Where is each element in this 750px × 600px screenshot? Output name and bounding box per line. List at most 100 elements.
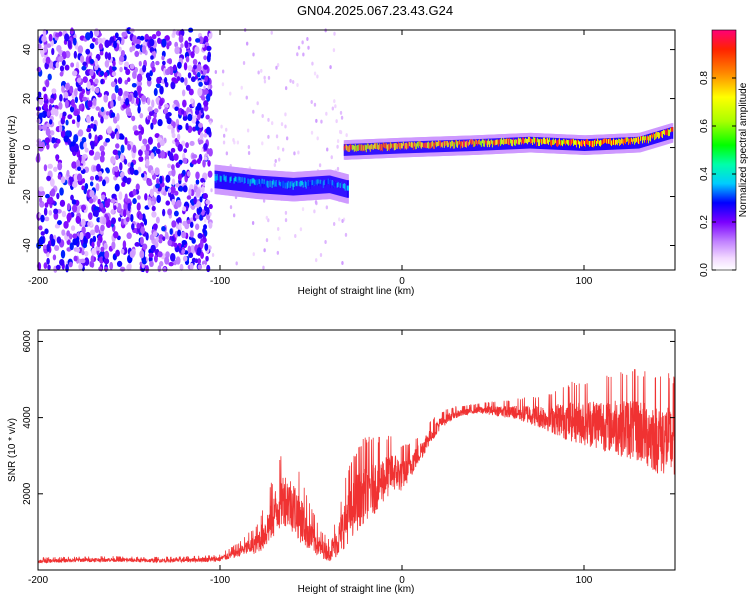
spectrogram-cell [284, 86, 288, 91]
spectrogram-cell [43, 207, 48, 216]
spectrogram-cell [104, 250, 110, 259]
spectrogram-cell [335, 119, 338, 124]
spectrogram-cell [313, 102, 317, 107]
spectrogram-cell [189, 262, 194, 270]
spectrogram-cell [115, 249, 120, 257]
spectrogram-cell [101, 179, 106, 187]
spectrogram-cell [137, 87, 141, 97]
spectrogram-cell [174, 46, 180, 55]
spectrogram-cell [247, 150, 251, 155]
spectrogram-cell [175, 218, 181, 223]
spectrogram-cell [63, 220, 69, 229]
spectrogram-cell [81, 226, 86, 235]
spectrogram-cell [345, 133, 348, 138]
spectrogram-cell [201, 148, 204, 153]
spectrogram-cell [281, 147, 285, 152]
spectrogram-cell [73, 255, 78, 262]
spectrogram-cell [139, 113, 144, 119]
spectrogram-cell [94, 58, 98, 67]
spectrogram-cell [117, 95, 122, 101]
spectrogram-cell [189, 221, 194, 228]
spectrogram-cell [124, 61, 130, 68]
spectrogram-cell [41, 35, 47, 43]
spectrogram-cell [194, 109, 200, 116]
spectrogram-cell [137, 166, 142, 174]
spectrogram-y-tick-label: 20 [22, 93, 33, 105]
spectrogram-cells [35, 27, 674, 274]
spectrogram-cell [278, 157, 281, 162]
spectrogram-cell [76, 173, 83, 182]
spectrogram-cell [91, 85, 95, 92]
spectrogram-cell [146, 76, 152, 82]
spectrogram-cell [141, 259, 147, 265]
spectrogram-cell [142, 138, 148, 145]
spectrogram-cell [302, 52, 305, 57]
spectrogram-cell [313, 209, 316, 214]
spectrogram-cell [97, 170, 103, 177]
spectrogram-cell [170, 147, 176, 153]
spectrogram-cell [261, 114, 264, 119]
spectrogram-cell [45, 127, 51, 137]
spectrogram-cell [48, 210, 53, 216]
spectrogram-cell [48, 196, 54, 204]
spectrogram-cell [194, 223, 200, 230]
snr-y-tick-label: 4000 [22, 406, 33, 429]
spectrogram-cell [61, 59, 66, 66]
spectrogram-cell [49, 130, 55, 136]
spectrogram-cell [43, 262, 48, 270]
spectrogram-cell [135, 39, 141, 45]
spectrogram-cell [99, 250, 106, 257]
spectrogram-cell [70, 146, 76, 153]
spectrogram-cell [110, 209, 115, 215]
snr-frame [37, 329, 676, 571]
spectrogram-cell [61, 229, 66, 236]
spectrogram-cell [179, 263, 184, 271]
spectrogram-cell [262, 198, 266, 203]
spectrogram-cell [163, 76, 168, 84]
spectrogram-cell [194, 46, 200, 55]
spectrogram-cell [671, 127, 674, 139]
spectrogram-cell [138, 132, 142, 142]
spectrogram-cell [181, 140, 186, 147]
spectrogram-cell [125, 97, 130, 106]
spectrogram-cell [97, 37, 103, 44]
spectrogram-cell [188, 88, 194, 96]
spectrogram-cell [181, 89, 186, 97]
spectrogram-cell [103, 94, 109, 103]
spectrogram-cell [82, 96, 88, 102]
spectrogram-cell [274, 159, 277, 164]
spectrogram-cell [177, 173, 182, 182]
colorbar-tick-label: 0.8 [699, 71, 710, 85]
spectrogram-cell [229, 91, 232, 96]
spectrogram-cell [197, 264, 203, 270]
spectrogram-cell [66, 169, 70, 177]
spectrogram-cell [207, 170, 213, 178]
spectrogram-cell [99, 155, 105, 163]
spectrogram-cell [151, 211, 157, 218]
spectrogram-cell [54, 108, 59, 117]
spectrogram-cell [183, 148, 188, 153]
spectrogram-cell [256, 101, 259, 106]
spectrogram-cell [81, 185, 85, 191]
spectrogram-cell [167, 66, 171, 75]
spectrogram-cell [89, 181, 94, 187]
spectrogram-cell [55, 154, 59, 162]
spectrogram-cell [77, 129, 84, 137]
spectrogram-cell [152, 231, 158, 237]
spectrogram-cell [199, 132, 204, 140]
spectrogram-cell [167, 187, 172, 194]
spectrogram-cell [331, 106, 335, 111]
spectrogram-cell [122, 175, 128, 184]
spectrogram-cell [179, 186, 184, 192]
spectrogram-cell [124, 137, 128, 146]
spectrogram-cell [140, 226, 146, 235]
spectrogram-cell [162, 208, 166, 217]
spectrogram-cell [252, 252, 255, 257]
spectrogram-cell [99, 70, 105, 77]
spectrogram-cell [157, 265, 162, 273]
spectrogram-cell [66, 203, 71, 211]
snr-y-tick-label: 6000 [22, 330, 33, 353]
spectrogram-cell [120, 135, 125, 140]
spectrogram-x-ticks: -200 -100 0 100 [28, 30, 593, 287]
spectrogram-cell [189, 230, 194, 238]
